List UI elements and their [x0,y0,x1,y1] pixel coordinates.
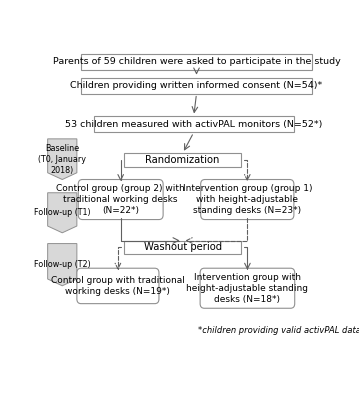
FancyBboxPatch shape [77,268,159,304]
Polygon shape [48,193,77,233]
FancyBboxPatch shape [81,78,312,94]
Text: Children providing written informed consent (N=54)*: Children providing written informed cons… [70,81,323,90]
FancyBboxPatch shape [94,116,294,132]
Polygon shape [48,244,77,286]
Text: Randomization: Randomization [145,155,220,165]
FancyBboxPatch shape [81,54,312,70]
Text: Control group (group 2) with
traditional working desks
(N=22*): Control group (group 2) with traditional… [56,184,185,215]
Text: Follow-up (T2): Follow-up (T2) [34,260,90,269]
FancyBboxPatch shape [124,240,241,254]
Text: Control group with traditional
working desks (N=19*): Control group with traditional working d… [51,276,185,296]
Text: *children providing valid activPAL data: *children providing valid activPAL data [198,326,359,335]
Text: Follow-up (T1): Follow-up (T1) [34,208,90,217]
Text: 53 children measured with activPAL monitors (N=52*): 53 children measured with activPAL monit… [65,120,322,129]
Text: Washout period: Washout period [144,242,222,252]
Polygon shape [48,139,77,180]
Text: Parents of 59 children were asked to participate in the study: Parents of 59 children were asked to par… [53,57,340,66]
FancyBboxPatch shape [201,180,294,220]
FancyBboxPatch shape [124,153,241,166]
FancyBboxPatch shape [78,180,163,220]
Text: Baseline
(T0, January
2018): Baseline (T0, January 2018) [38,144,86,175]
FancyBboxPatch shape [200,268,295,308]
Text: Intervention group (group 1)
with height-adjustable
standing desks (N=23*): Intervention group (group 1) with height… [182,184,312,215]
Text: Intervention group with
height-adjustable standing
desks (N=18*): Intervention group with height-adjustabl… [186,273,308,304]
